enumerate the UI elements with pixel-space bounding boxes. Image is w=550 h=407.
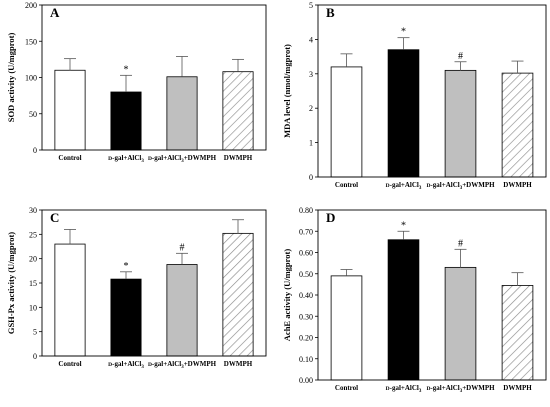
- category-label-3: D-gal+AlCl3​+DWMPH: [148, 360, 217, 370]
- category-label-2: D-gal+AlCl3​: [386, 384, 422, 394]
- y-tick-label-1: 5: [33, 328, 37, 337]
- significance-mark-2: *: [124, 261, 129, 272]
- bar-4: [222, 232, 254, 357]
- category-label-4: DWMPH: [503, 384, 532, 392]
- panel-letter-d: D: [326, 210, 335, 225]
- y-axis-label: SOD activity (U/mgprot): [6, 33, 16, 123]
- plot-frame: [41, 209, 267, 357]
- y-tick-label-5: 0.50: [299, 270, 313, 279]
- category-label-3: D-gal+AlCl3​+DWMPH: [426, 384, 495, 394]
- category-label-2: D-gal+AlCl3​: [386, 181, 422, 191]
- y-tick-label-6: 30: [29, 206, 37, 215]
- y-tick-label-5: 5: [309, 1, 313, 10]
- y-tick-label-1: 50: [29, 110, 37, 119]
- category-label-2: D-gal+AlCl3​: [108, 360, 144, 370]
- bar-1: [54, 69, 86, 151]
- bar-4: [222, 71, 254, 151]
- bar-1: [330, 275, 363, 381]
- panel-letter-b: B: [326, 5, 335, 20]
- plot-frame: [317, 4, 547, 178]
- y-axis-label: GSH-Px activity (U/mgprot): [6, 232, 16, 334]
- bar-3: [166, 264, 198, 357]
- bar-2: [110, 91, 142, 151]
- bar-3: [444, 266, 477, 381]
- chart-panel-a: A SOD activity (U/mgprot) Control * D-gal+Al…: [6, 1, 267, 164]
- bar-4: [501, 285, 534, 381]
- significance-mark-2: *: [401, 220, 406, 231]
- y-tick-label-0: 0: [33, 146, 37, 155]
- y-tick-label-3: 0.30: [299, 312, 313, 321]
- significance-mark-3: #: [458, 238, 463, 249]
- bar-1: [330, 66, 363, 178]
- category-label-2: D-gal+AlCl3​: [108, 154, 144, 164]
- significance-mark-3: #: [458, 51, 463, 62]
- y-tick-label-8: 0.80: [299, 206, 313, 215]
- category-label-4: DWMPH: [224, 360, 253, 368]
- y-tick-label-3: 3: [309, 70, 313, 79]
- y-tick-label-7: 0.70: [299, 227, 313, 236]
- chart-panel-c: C GSH-Px activity (U/mgprot) Control * D-gal…: [6, 206, 267, 370]
- significance-mark-3: #: [180, 242, 185, 253]
- bar-1: [54, 243, 86, 357]
- y-axis-label: AchE activity (U/mgprot): [282, 249, 292, 342]
- category-label-1: Control: [58, 154, 81, 162]
- chart-panel-b: B MDA level (nmol/mgprot) Control * D-gal+Al…: [282, 1, 547, 191]
- bar-2: [110, 278, 142, 357]
- plot-frame: [41, 4, 267, 151]
- y-tick-label-4: 20: [29, 255, 37, 264]
- significance-mark-2: *: [124, 64, 129, 75]
- category-label-4: DWMPH: [503, 181, 532, 189]
- category-label-3: D-gal+AlCl3​+DWMPH: [426, 181, 495, 191]
- bar-2: [387, 239, 420, 381]
- bar-2: [387, 49, 420, 178]
- y-tick-label-3: 150: [25, 37, 37, 46]
- y-tick-label-5: 25: [29, 230, 37, 239]
- chart-panel-d: D AchE activity (U/mgprot) Control * D-gal+A…: [282, 206, 547, 394]
- y-tick-label-2: 100: [25, 74, 37, 83]
- y-tick-label-4: 200: [25, 1, 37, 10]
- y-tick-label-0: 0: [309, 173, 313, 182]
- y-axis-label: MDA level (nmol/mgprot): [282, 44, 292, 138]
- y-tick-label-0: 0: [33, 352, 37, 361]
- y-tick-label-2: 10: [29, 303, 37, 312]
- bar-3: [166, 76, 198, 151]
- y-tick-label-3: 15: [29, 279, 37, 288]
- bar-4: [501, 72, 534, 178]
- category-label-1: Control: [335, 384, 358, 392]
- y-tick-label-2: 0.20: [299, 334, 313, 343]
- y-tick-label-6: 0.60: [299, 249, 313, 258]
- category-label-4: DWMPH: [224, 154, 253, 162]
- y-tick-label-4: 4: [309, 35, 313, 44]
- category-label-1: Control: [58, 360, 81, 368]
- category-label-3: D-gal+AlCl3​+DWMPH: [148, 154, 217, 164]
- bar-3: [444, 69, 477, 178]
- y-tick-label-2: 2: [309, 104, 313, 113]
- y-tick-label-0: 0.00: [299, 376, 313, 385]
- significance-mark-2: *: [401, 27, 406, 38]
- y-tick-label-1: 0.10: [299, 355, 313, 364]
- plot-frame: [317, 209, 547, 381]
- panel-letter-a: A: [50, 5, 60, 20]
- y-tick-label-1: 1: [309, 139, 313, 148]
- y-tick-label-4: 0.40: [299, 291, 313, 300]
- category-label-1: Control: [335, 181, 358, 189]
- panel-letter-c: C: [50, 210, 59, 225]
